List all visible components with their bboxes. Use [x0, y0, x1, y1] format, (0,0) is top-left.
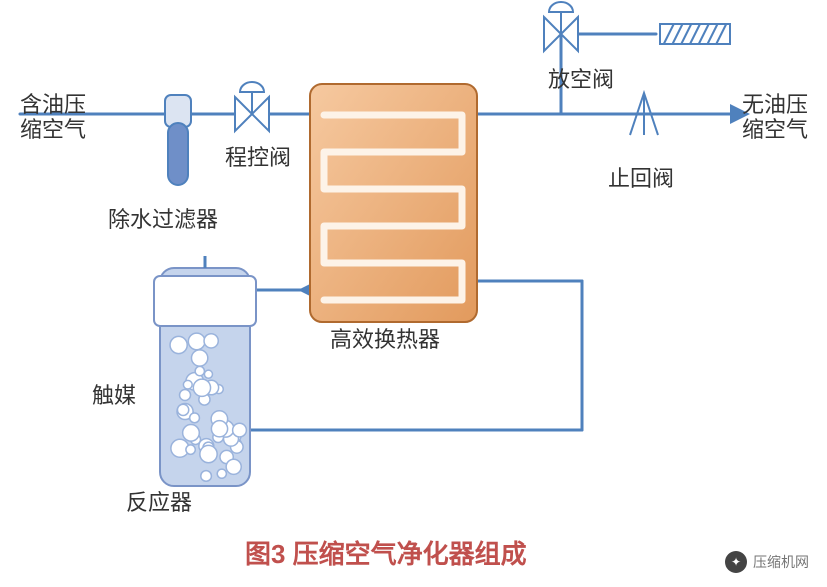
label-reactor: 反应器 — [126, 490, 192, 515]
label-filter: 除水过滤器 — [108, 207, 218, 232]
label-outlet: 无油压 缩空气 — [742, 92, 808, 143]
label-check: 止回阀 — [608, 166, 674, 191]
label-pcv: 程控阀 — [225, 145, 291, 170]
diagram-stage: 含油压 缩空气 无油压 缩空气 除水过滤器 程控阀 高效换热器 放空阀 止回阀 … — [0, 0, 827, 587]
figure-caption: 图3 压缩空气净化器组成 — [245, 540, 527, 570]
label-catalyst: 触媒 — [92, 383, 136, 408]
watermark-text: 压缩机网 — [753, 552, 809, 572]
label-inlet: 含油压 缩空气 — [20, 92, 86, 143]
label-vent: 放空阀 — [548, 67, 614, 92]
watermark: ✦ 压缩机网 — [725, 551, 809, 573]
label-exch: 高效换热器 — [330, 327, 440, 352]
diagram-svg — [0, 0, 827, 587]
watermark-icon: ✦ — [725, 551, 747, 573]
